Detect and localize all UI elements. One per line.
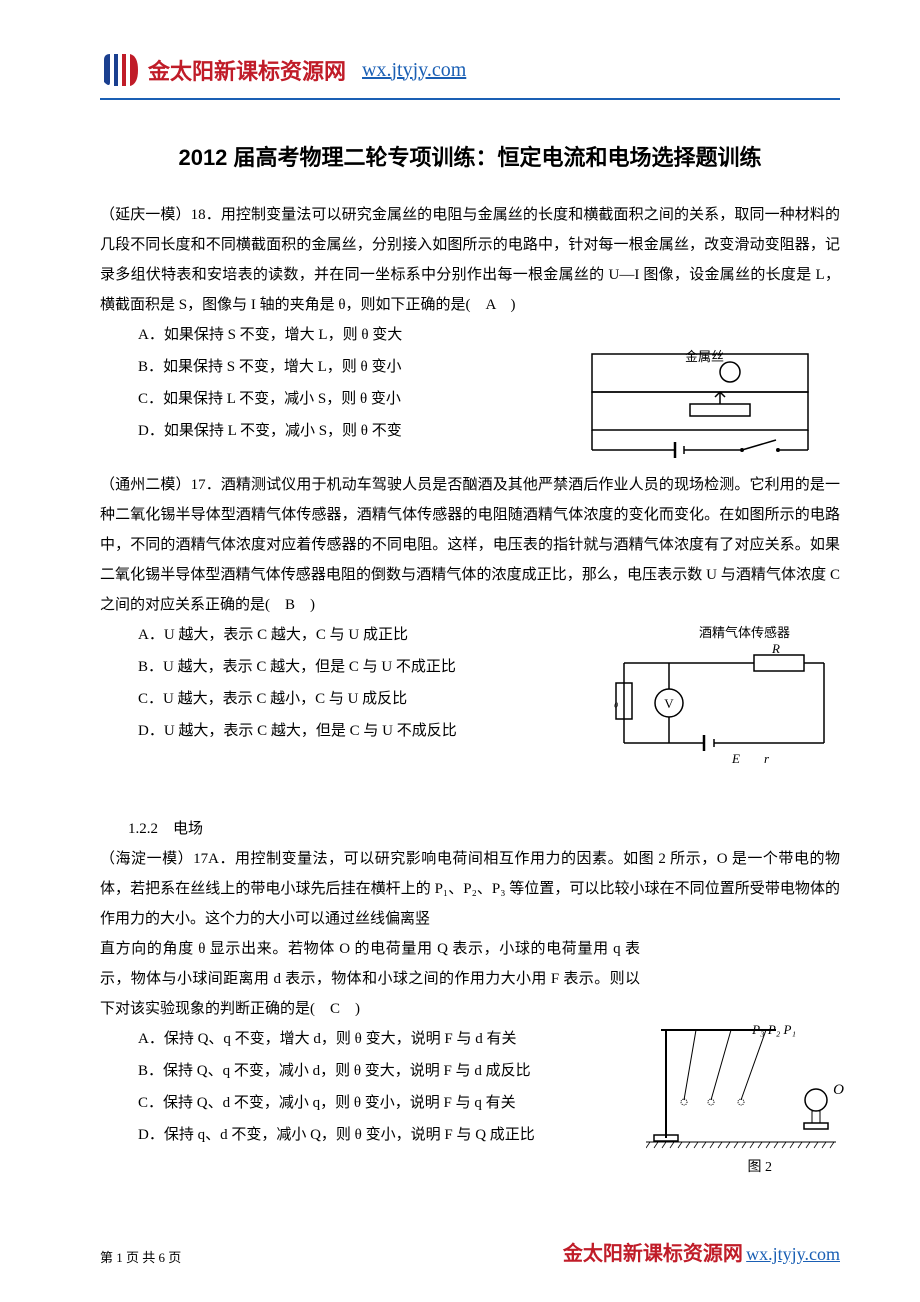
- svg-text:R: R: [771, 643, 780, 656]
- q2-intro: （通州二模）17．酒精测试仪用于机动车驾驶人员是否酗酒及其他严禁酒后作业人员的现…: [100, 470, 840, 620]
- page-footer: 第 1 页 共 6 页 金太阳新课标资源网 wx.jtyjy.com: [100, 1237, 840, 1266]
- q3-apparatus-diagram: [646, 1020, 836, 1150]
- brand-logo: [100, 50, 140, 90]
- svg-text:r: r: [764, 751, 770, 766]
- document-title: 2012 届高考物理二轮专项训练：恒定电流和电场选择题训练: [100, 140, 840, 172]
- footer-link[interactable]: wx.jtyjy.com: [746, 1244, 840, 1264]
- q3-intro-1: （海淀一模）17A．用控制变量法，可以研究影响电荷间相互作用力的因素。如图 2 …: [100, 844, 840, 934]
- header-link[interactable]: wx.jtyjy.com: [362, 59, 466, 82]
- footer-brand: 金太阳新课标资源网: [563, 1243, 743, 1265]
- q3-label-p: P₃ P₂ P₁: [752, 1022, 796, 1038]
- q3-caption: 图 2: [748, 1156, 773, 1176]
- page-number: 第 1 页 共 6 页: [100, 1247, 181, 1266]
- q1-diagram-label: 金属丝: [685, 346, 724, 365]
- svg-text:E: E: [731, 751, 740, 766]
- q1-intro: （延庆一模）18．用控制变量法可以研究金属丝的电阻与金属丝的长度和横截面积之间的…: [100, 200, 840, 320]
- q1-circuit-diagram: [590, 352, 810, 462]
- page-header: 金太阳新课标资源网 wx.jtyjy.com: [100, 50, 840, 100]
- q3-intro-2: 直方向的角度 θ 显示出来。若物体 O 的电荷量用 Q 表示，小球的电荷量用 q…: [100, 934, 840, 1024]
- section-heading: 1.2.2 电场: [100, 814, 840, 844]
- q1-opt-a: A．如果保持 S 不变，增大 L，则 θ 变大: [138, 320, 840, 350]
- brand-name: 金太阳新课标资源网: [148, 54, 346, 86]
- svg-text:R₀: R₀: [614, 693, 618, 708]
- q2-diagram-label: 酒精气体传感器: [699, 622, 790, 641]
- q3-label-o: O: [833, 1082, 844, 1099]
- q2-circuit-diagram: V R₀ R E r: [614, 643, 834, 773]
- svg-text:V: V: [664, 696, 674, 711]
